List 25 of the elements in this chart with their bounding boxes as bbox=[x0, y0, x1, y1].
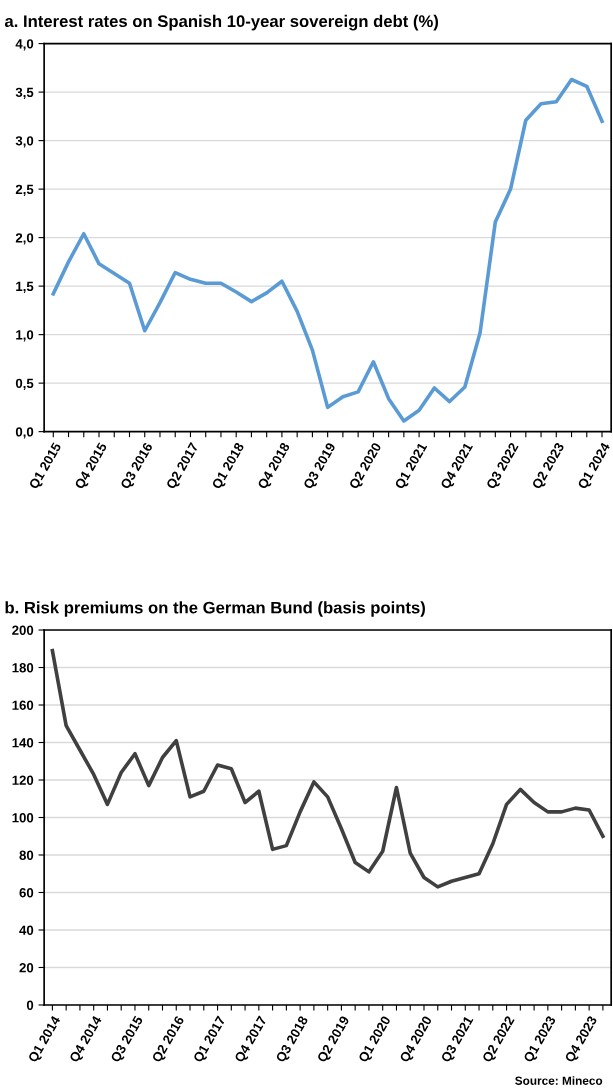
source-note: Source: Mineco bbox=[515, 1076, 603, 1085]
y-tick-label: 200 bbox=[12, 625, 34, 635]
y-tick-label: 4,0 bbox=[15, 39, 34, 51]
y-tick-label: 3,0 bbox=[15, 136, 34, 148]
y-tick-label: 140 bbox=[12, 738, 34, 748]
y-tick-label: 100 bbox=[12, 813, 34, 823]
y-tick-label: 3,5 bbox=[15, 87, 34, 99]
y-tick-label: 160 bbox=[12, 700, 34, 710]
y-tick-label: 2,5 bbox=[15, 184, 34, 196]
y-tick-label: 0,5 bbox=[15, 378, 34, 390]
y-tick-label: 1,5 bbox=[16, 281, 34, 293]
y-tick-label: 0,0 bbox=[15, 427, 34, 439]
line-series bbox=[51, 77, 604, 423]
y-tick-label: 40 bbox=[19, 925, 34, 935]
y-tick-label: 0 bbox=[26, 1000, 34, 1010]
y-tick-label: 1,0 bbox=[16, 330, 34, 342]
y-tick-label: 60 bbox=[19, 888, 34, 898]
y-tick-label: 120 bbox=[12, 775, 34, 785]
y-tick-label: 80 bbox=[19, 850, 34, 860]
y-tick-label: 2,0 bbox=[15, 233, 34, 245]
y-tick-label: 20 bbox=[19, 963, 34, 973]
y-tick-label: 180 bbox=[12, 663, 34, 673]
chart-title: b. Risk premiums on the German Bund (basis points) bbox=[5, 601, 425, 617]
chart-title: a. Interest rates on Spanish 10-year sovereign debt (%) bbox=[4, 14, 439, 31]
line-series bbox=[50, 648, 605, 889]
